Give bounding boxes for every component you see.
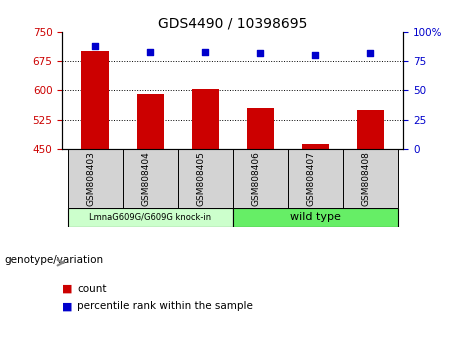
Bar [191,89,219,149]
Bar [68,149,123,208]
Bar [357,110,384,149]
Text: count: count [77,284,106,293]
Text: GSM808408: GSM808408 [361,151,370,206]
Title: GDS4490 / 10398695: GDS4490 / 10398695 [158,17,307,31]
Point [147,49,154,55]
Text: GSM808407: GSM808407 [307,151,315,206]
Bar [123,149,178,208]
Point [366,50,374,56]
Bar [288,149,343,208]
Text: LmnaG609G/G609G knock-in: LmnaG609G/G609G knock-in [89,213,211,222]
Text: genotype/variation: genotype/variation [5,255,104,265]
Bar [233,149,288,208]
Point [257,50,264,56]
Text: GSM808406: GSM808406 [251,151,260,206]
Point [201,49,209,55]
Bar [343,149,398,208]
Bar [247,108,274,149]
Point [92,43,99,49]
Text: ■: ■ [62,301,73,311]
Bar [178,149,233,208]
Text: GSM808403: GSM808403 [86,151,95,206]
Text: wild type: wild type [290,212,341,222]
Bar [68,208,233,227]
Text: ■: ■ [62,284,73,293]
Bar [136,93,164,149]
Bar [301,144,329,149]
Bar [82,51,109,149]
Text: percentile rank within the sample: percentile rank within the sample [77,301,253,311]
Bar [233,208,398,227]
Text: GSM808404: GSM808404 [141,151,150,206]
Point [312,52,319,58]
Text: GSM808405: GSM808405 [196,151,205,206]
